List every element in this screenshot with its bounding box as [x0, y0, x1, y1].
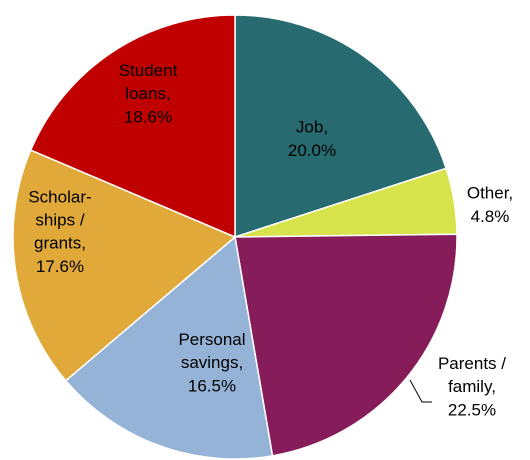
labels: Job, 20.0% Other, 4.8% Parents / family, 22.5%…	[28, 61, 513, 419]
slice-category: Other,	[467, 184, 513, 203]
slice-category: Job,	[296, 118, 328, 137]
slice-category: Student loans,	[119, 61, 178, 103]
slice-value-label: 17.6%	[36, 257, 84, 276]
pie-slice	[12, 149, 237, 382]
slice-category: Scholar-ships / grants,	[28, 188, 91, 253]
slice-value-label: 16.5%	[188, 376, 236, 395]
leader-line	[409, 379, 432, 403]
pie-slice	[234, 14, 448, 239]
slice-value-label: 22.5%	[448, 400, 496, 419]
slice-value-label: 20.0%	[288, 141, 336, 160]
slice-value-label: 4.8%	[471, 207, 510, 226]
slice-category: Personal savings,	[178, 330, 245, 372]
pie-slice	[64, 235, 274, 460]
pie-slice	[234, 233, 458, 457]
pie	[12, 14, 458, 460]
slice-category: Parents / family,	[438, 354, 506, 396]
slice-value-label: 18.6%	[124, 107, 172, 126]
pie-slice	[29, 14, 236, 239]
